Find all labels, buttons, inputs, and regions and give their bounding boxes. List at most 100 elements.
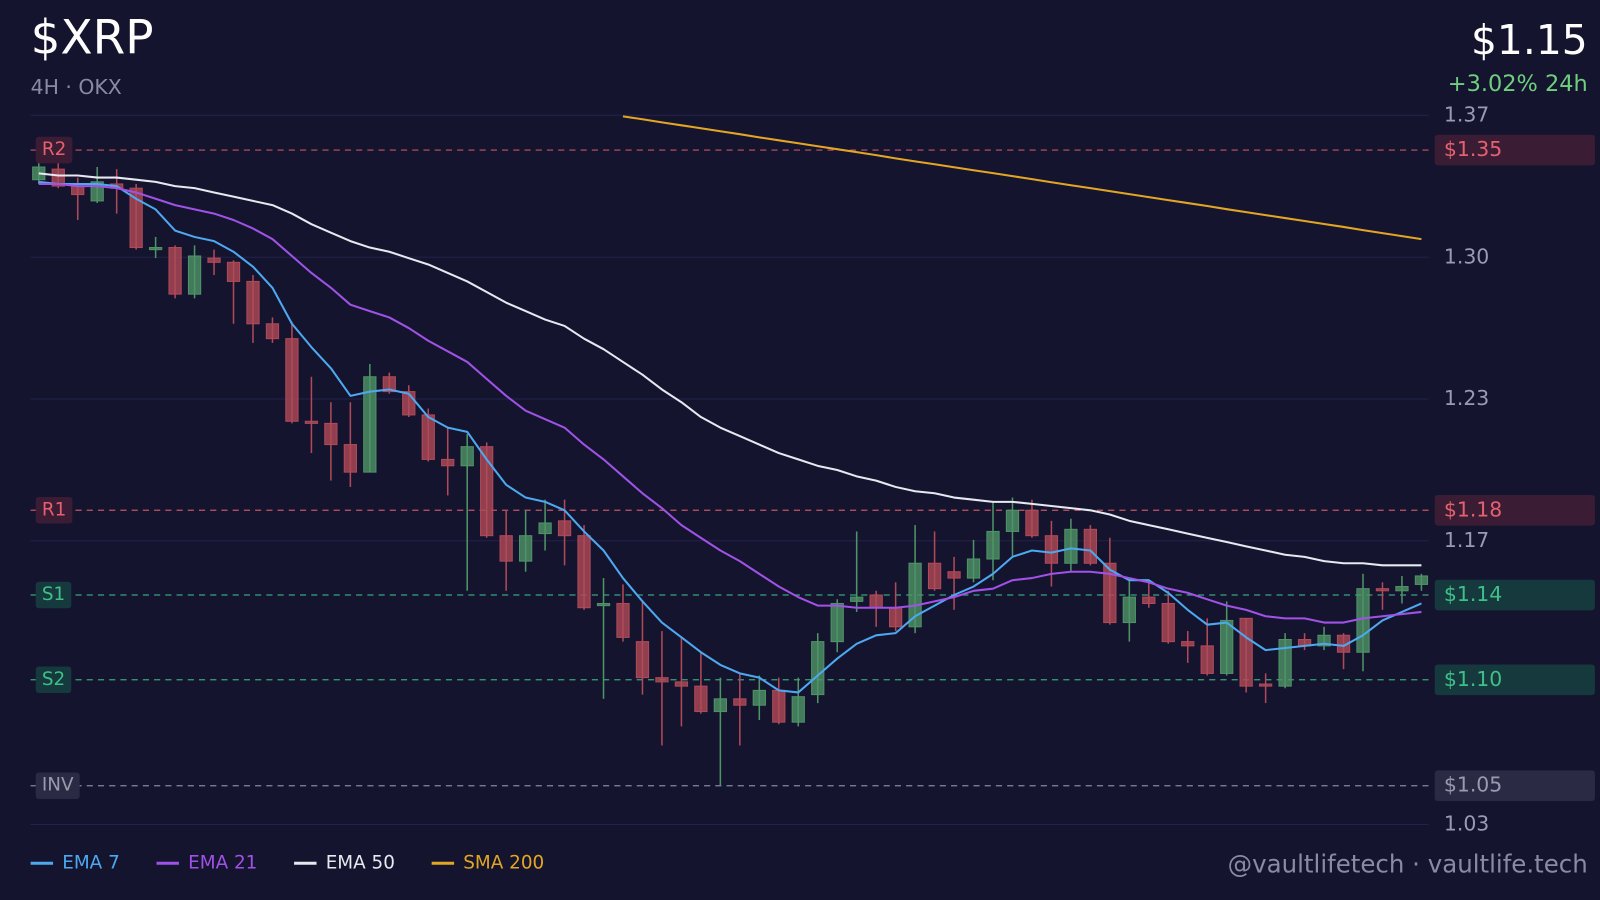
level-price-tag (1434, 494, 1595, 526)
candle-body (850, 596, 864, 602)
level-price-tag (1434, 664, 1595, 696)
level-name-tag (35, 136, 73, 164)
levels (30, 149, 1429, 787)
candle-body (343, 444, 357, 473)
candle-body (265, 323, 280, 340)
level-name: INV (42, 775, 74, 796)
candle-body (518, 535, 533, 562)
candle-body (1142, 596, 1156, 605)
ma-line (38, 182, 1422, 624)
level-name-tag (35, 496, 73, 524)
candle-body (1220, 619, 1234, 674)
candle-body (460, 446, 474, 467)
candle-body (811, 641, 825, 696)
y-tick-label: 1.30 (1444, 244, 1489, 268)
candle-body (1375, 588, 1390, 592)
ma-line (38, 180, 1422, 694)
legend-label: EMA 21 (188, 852, 257, 873)
level-price: $1.14 (1444, 582, 1502, 606)
ma-line (622, 115, 1422, 241)
legend-label: SMA 200 (463, 852, 544, 873)
candle-body (966, 558, 981, 579)
candle-body (947, 571, 961, 579)
candle-body (1259, 683, 1273, 687)
legend-label: EMA 50 (326, 852, 395, 873)
level-price: $1.18 (1444, 497, 1502, 521)
candle-body (1278, 639, 1292, 687)
candle-body (51, 168, 65, 187)
level-name: R2 (42, 139, 66, 160)
candle-body (986, 530, 1000, 560)
candle-body (869, 594, 883, 609)
candle-body (226, 261, 241, 282)
candle-body (363, 376, 377, 473)
candle-body (304, 420, 319, 424)
candle-body (1181, 641, 1195, 647)
candle-body (499, 535, 513, 562)
level-name-tag (35, 581, 72, 609)
level-price-tag (1434, 134, 1595, 166)
candle-body (1083, 528, 1098, 564)
candle-body (596, 602, 611, 607)
candle-body (791, 696, 805, 723)
candle-body (733, 698, 747, 706)
candle-body (927, 562, 942, 590)
level-tags: R2 $1.35 R1 $1.18 S1 $1.14 S2 $1.10 INV $1.05 (35, 134, 1595, 802)
level-price-tag (1434, 770, 1595, 802)
candle-body (480, 446, 494, 537)
candle-body (772, 689, 786, 723)
level-price: $1.35 (1444, 137, 1502, 161)
level-name: S2 (42, 669, 65, 690)
candle-body (1161, 602, 1175, 643)
moving-averages (38, 115, 1422, 694)
title: $XRP (31, 10, 154, 65)
level-price: $1.05 (1444, 773, 1502, 797)
level-price-tag (1434, 579, 1595, 611)
candle-body (285, 338, 299, 422)
candle-body (1200, 645, 1214, 674)
level-name: R1 (42, 499, 66, 520)
candle-body (1395, 586, 1409, 592)
y-tick-label: 1.37 (1444, 102, 1489, 126)
y-tick-label: 1.03 (1444, 811, 1489, 835)
candle-body (538, 522, 552, 535)
candle-body (908, 562, 922, 628)
candle-body (1356, 588, 1370, 653)
candle-body (1025, 509, 1039, 537)
subtitle: 4H · OKX (31, 75, 122, 99)
candle-body (441, 458, 455, 467)
grid: 1.37 1.30 1.23 1.17 1.03 (30, 102, 1489, 835)
legend-label: EMA 7 (62, 852, 120, 873)
candles (32, 143, 1429, 786)
candle-body (694, 685, 708, 713)
candle-body (888, 607, 903, 628)
candle-body (713, 698, 727, 713)
candle-body (1005, 509, 1020, 532)
candle-body (382, 376, 396, 393)
level-name-tag (35, 666, 72, 694)
price-change: +3.02% 24h (1448, 71, 1588, 97)
candle-body (557, 520, 572, 537)
candle-body (246, 280, 260, 325)
y-tick-label: 1.23 (1444, 386, 1489, 410)
candle-body (616, 602, 630, 638)
watermark: @vaultlifetech · vaultlife.tech (1228, 849, 1588, 878)
ma-line (38, 172, 1422, 567)
legend: EMA 7 EMA 21 EMA 50 SMA 200 (30, 852, 544, 873)
y-tick-label: 1.17 (1444, 528, 1489, 552)
candle-body (71, 185, 85, 196)
candle-body (1414, 575, 1429, 585)
candle-body (635, 641, 650, 679)
candle-body (1103, 562, 1117, 624)
candle-body (168, 247, 182, 295)
candle-body (830, 602, 844, 643)
candle-body (655, 677, 669, 683)
candle-body (1317, 634, 1331, 647)
level-price: $1.10 (1444, 667, 1502, 691)
candle-body (752, 689, 766, 706)
candle-body (207, 257, 221, 263)
candle-body (324, 422, 338, 446)
candle-body (1122, 596, 1136, 624)
